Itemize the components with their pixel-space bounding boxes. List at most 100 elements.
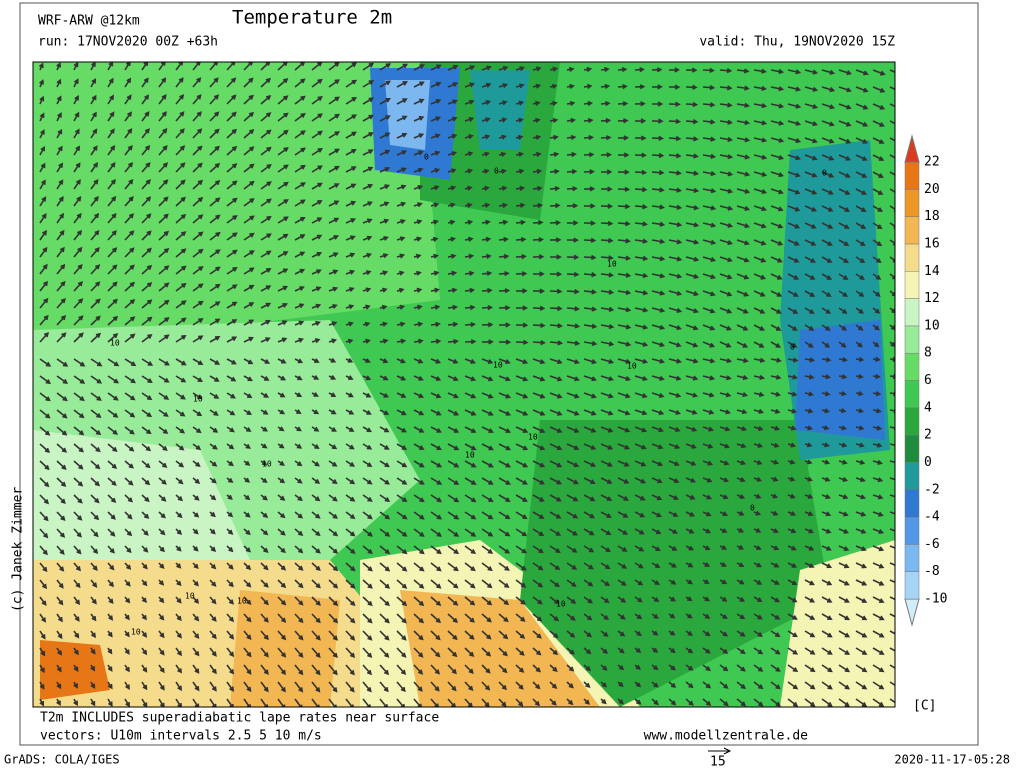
wind-arrow [447, 579, 459, 589]
wind-arrow [39, 698, 44, 707]
wind-arrow [379, 579, 391, 589]
wind-arrow [821, 459, 831, 465]
wind-arrow [362, 613, 373, 624]
wind-arrow [787, 630, 798, 638]
wind-arrow [634, 528, 645, 535]
wind-arrow [600, 562, 611, 570]
wind-arrow [736, 85, 750, 91]
wind-arrow [787, 579, 798, 585]
wind-arrow [124, 196, 134, 207]
wind-arrow [141, 375, 153, 384]
wind-arrow [770, 273, 783, 280]
wind-arrow [294, 409, 302, 414]
wind-arrow [294, 147, 307, 156]
wind-arrow [838, 103, 852, 110]
wind-arrow [362, 201, 373, 207]
wind-arrow [192, 409, 203, 417]
wind-arrow [634, 443, 647, 450]
wind-arrow [192, 460, 201, 468]
wind-arrow [651, 324, 666, 330]
wind-arrow [379, 460, 390, 468]
wind-arrow [838, 596, 850, 603]
wind-arrow [311, 511, 321, 519]
wind-arrow [158, 562, 165, 570]
wind-arrow [175, 162, 186, 173]
wind-arrow [39, 596, 47, 606]
wind-arrow [39, 331, 50, 343]
wind-arrow [617, 307, 632, 313]
wind-arrow [141, 460, 151, 469]
wind-arrow [107, 281, 118, 292]
wind-arrow [464, 358, 476, 364]
wind-arrow [192, 94, 202, 105]
wind-arrow [413, 167, 424, 173]
wind-arrow [328, 357, 337, 363]
wind-arrow [158, 494, 167, 502]
wind-arrow [481, 545, 494, 554]
wind-arrow [192, 375, 204, 383]
wind-arrow [124, 111, 132, 122]
wind-arrow [56, 332, 67, 343]
wind-arrow [192, 196, 204, 207]
wind-arrow [90, 178, 99, 190]
wind-arrow [345, 579, 356, 589]
wind-arrow [498, 460, 511, 468]
wind-arrow [243, 163, 255, 173]
wind-arrow [804, 374, 815, 380]
wind-arrow [90, 494, 100, 504]
wind-arrow [73, 111, 80, 122]
wind-arrow [73, 375, 86, 384]
wind-arrow [515, 168, 525, 174]
wind-arrow [753, 188, 768, 195]
wind-arrow [209, 162, 221, 173]
wind-arrow [702, 273, 716, 280]
wind-arrow [719, 579, 728, 585]
wind-arrow [447, 133, 458, 139]
wind-arrow [668, 204, 683, 210]
contour-label: 0 [494, 167, 499, 176]
wind-arrow [821, 664, 833, 673]
wind-arrow [566, 306, 580, 312]
field-south [230, 590, 340, 707]
wind-arrow [396, 115, 408, 122]
wind-arrow [175, 596, 182, 604]
wind-arrow [175, 613, 182, 622]
wind-arrow [651, 579, 660, 586]
wind-arrow [668, 307, 683, 313]
wind-arrow [549, 545, 561, 554]
wind-arrow [243, 94, 254, 105]
wind-arrow [141, 647, 148, 656]
wind-arrow [617, 664, 625, 671]
wind-arrow [770, 374, 782, 380]
wind-arrow [345, 62, 357, 71]
wind-arrow [209, 562, 217, 570]
wind-arrow [787, 307, 799, 314]
wind-arrow [618, 152, 630, 158]
wind-arrow [141, 596, 147, 604]
wind-arrow [838, 579, 850, 586]
wind-arrow [413, 460, 425, 468]
wind-arrow [685, 392, 699, 398]
wind-arrow [243, 319, 255, 326]
wind-arrow [668, 187, 682, 193]
wind-arrow [855, 273, 865, 280]
wind-arrow [362, 528, 373, 537]
wind-arrow [634, 152, 647, 158]
wind-arrow [498, 698, 507, 707]
wind-arrow [447, 443, 460, 451]
wind-arrow [107, 698, 113, 707]
wind-arrow [685, 477, 697, 483]
wind-arrow [600, 289, 615, 295]
wind-arrow [634, 255, 649, 261]
wind-arrow [634, 204, 648, 210]
wind-arrow [260, 494, 268, 501]
wind-arrow [600, 272, 615, 278]
wind-arrow [447, 202, 456, 208]
wind-arrow [753, 459, 763, 465]
wind-arrow [821, 528, 832, 534]
wind-arrow [277, 112, 289, 122]
wind-arrow [379, 426, 390, 433]
wind-arrow [600, 664, 608, 671]
wind-arrow [804, 442, 813, 448]
